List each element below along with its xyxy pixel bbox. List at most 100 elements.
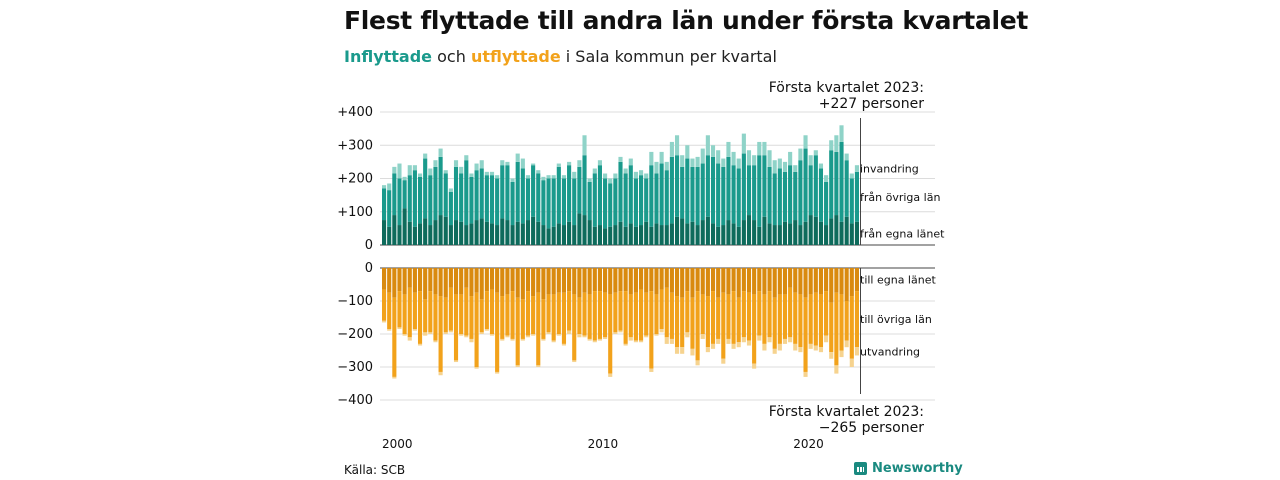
bar-in-segment <box>752 165 757 221</box>
bar-out-segment <box>592 340 597 343</box>
bar-out-segment <box>741 291 746 338</box>
bar-in-segment <box>829 150 834 219</box>
bar-out-segment <box>685 291 690 333</box>
bar-out-segment <box>659 329 664 333</box>
bar-in-segment <box>510 178 515 182</box>
bar-out-segment <box>736 268 741 298</box>
bar-out-segment <box>433 268 438 295</box>
bar-in-segment <box>639 225 644 245</box>
bar-out-segment <box>798 268 803 295</box>
x-tick-label: 2010 <box>588 437 619 451</box>
y-tick-label: +200 <box>337 172 373 187</box>
bar-out-segment <box>788 287 793 338</box>
bar-in-segment <box>654 173 659 224</box>
bar-in-segment <box>469 223 474 245</box>
bar-out-segment <box>613 332 618 334</box>
bar-in-segment <box>417 223 423 245</box>
bar-in-segment <box>824 181 829 226</box>
bar-in-segment <box>700 220 705 245</box>
bar-out-segment <box>726 338 731 344</box>
bar-out-segment <box>736 342 741 348</box>
bar-in-segment <box>402 176 407 181</box>
bar-out-segment <box>531 296 536 334</box>
bar-in-segment <box>649 226 654 245</box>
bar-in-segment <box>793 171 798 221</box>
bar-in-segment <box>762 155 767 217</box>
bar-out-segment <box>505 294 510 336</box>
bar-out-segment <box>479 268 484 300</box>
bar-in-segment <box>479 218 484 245</box>
brand-logo[interactable]: Newsworthy <box>854 461 963 476</box>
bar-in-segment <box>659 151 664 164</box>
bar-out-segment <box>782 338 788 344</box>
bar-in-segment <box>746 215 752 245</box>
bar-in-segment <box>397 225 402 245</box>
bar-in-segment <box>813 216 818 245</box>
bar-out-segment <box>397 291 402 328</box>
bar-out-segment <box>664 287 669 338</box>
bar-out-segment <box>541 338 546 341</box>
bar-in-segment <box>479 160 484 169</box>
bar-in-segment <box>808 165 813 216</box>
bar-in-segment <box>746 150 752 166</box>
bar-out-segment <box>618 291 623 331</box>
bar-in-segment <box>582 135 587 156</box>
bar-out-segment <box>448 287 453 331</box>
bar-out-segment <box>567 330 572 334</box>
bar-out-segment <box>628 268 633 295</box>
bar-in-segment <box>716 150 721 164</box>
bar-out-segment <box>813 268 818 293</box>
bar-out-segment <box>592 268 597 292</box>
bar-out-segment <box>716 297 721 339</box>
bar-in-segment <box>613 225 618 245</box>
bar-in-segment <box>536 170 541 174</box>
y-tick-label: 0 <box>365 238 373 253</box>
bar-in-segment <box>515 153 520 162</box>
bar-in-segment <box>582 155 587 216</box>
bar-in-segment <box>644 173 649 179</box>
bar-in-segment <box>469 176 474 224</box>
bar-in-segment <box>639 175 644 226</box>
bar-in-segment <box>731 165 736 224</box>
bar-in-segment <box>572 225 577 245</box>
bar-out-segment <box>572 294 577 361</box>
bar-in-segment <box>633 171 638 179</box>
bar-out-segment <box>561 343 567 346</box>
bar-in-segment <box>515 221 520 245</box>
bar-out-segment <box>382 289 387 321</box>
bar-in-segment <box>700 148 705 164</box>
bar-in-segment <box>433 160 438 167</box>
bar-out-segment <box>844 268 849 301</box>
bar-out-segment <box>603 337 608 339</box>
bar-in-segment <box>505 165 510 221</box>
bar-in-segment <box>839 125 844 142</box>
bar-in-segment <box>798 160 803 226</box>
bar-in-segment <box>608 178 613 184</box>
bar-in-segment <box>443 170 448 174</box>
bar-in-segment <box>423 153 428 159</box>
bar-in-segment <box>639 170 644 176</box>
bar-out-segment <box>690 297 695 349</box>
bar-in-segment <box>500 160 505 166</box>
bar-out-segment <box>489 289 495 334</box>
bar-out-segment <box>746 340 752 346</box>
bar-in-segment <box>597 225 602 245</box>
bar-out-segment <box>772 268 777 298</box>
bar-in-segment <box>690 158 695 167</box>
bar-in-segment <box>438 148 443 157</box>
bar-out-segment <box>705 347 710 353</box>
bar-in-segment <box>556 223 561 245</box>
bar-out-segment <box>459 268 464 295</box>
bar-in-segment <box>531 216 536 245</box>
series-label-in: från övriga län <box>860 191 940 204</box>
bar-out-segment <box>695 268 700 292</box>
bar-in-segment <box>443 216 448 245</box>
chart-subtitle: Inflyttade och utflyttade i Sala kommun … <box>344 47 777 66</box>
bar-in-segment <box>716 226 721 245</box>
bar-in-segment <box>721 225 726 245</box>
bar-out-segment <box>613 268 618 293</box>
bar-in-segment <box>495 175 500 179</box>
bar-in-segment <box>412 226 417 245</box>
bar-out-segment <box>829 352 834 359</box>
x-tick-label: 2020 <box>793 437 824 451</box>
